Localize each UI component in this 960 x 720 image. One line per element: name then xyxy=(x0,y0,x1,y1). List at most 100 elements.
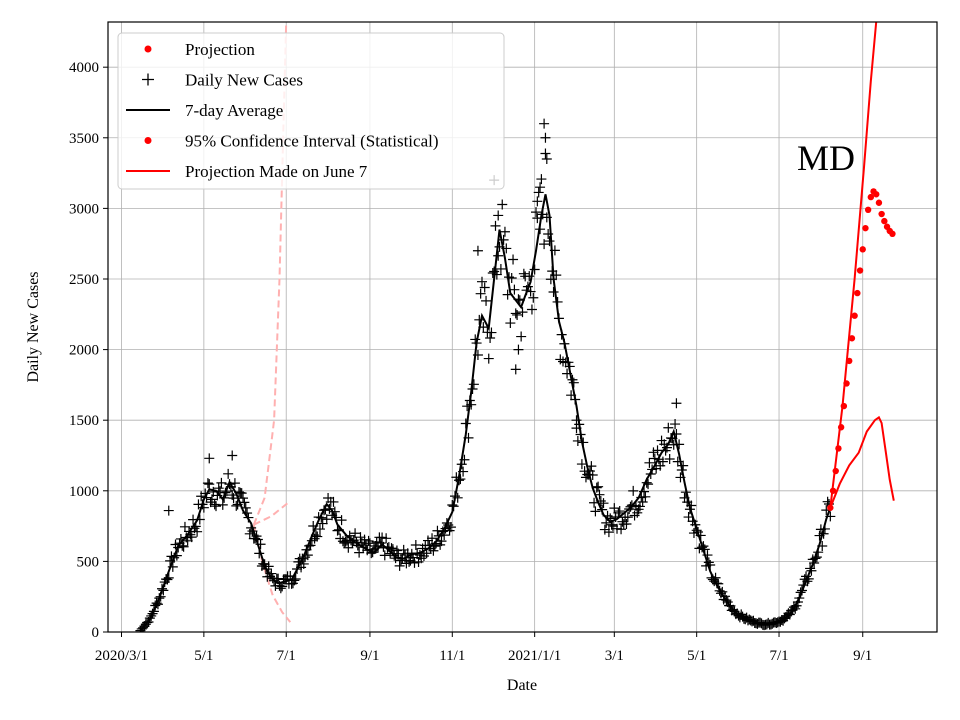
projection-point xyxy=(829,487,837,494)
daily-case-marker xyxy=(204,479,215,490)
daily-case-marker xyxy=(678,460,689,471)
daily-case-marker xyxy=(231,500,242,511)
daily-case-marker xyxy=(236,488,247,499)
daily-case-marker xyxy=(671,398,682,409)
daily-case-marker xyxy=(621,518,632,529)
projection-point xyxy=(846,357,853,365)
daily-case-marker xyxy=(370,540,381,551)
daily-case-marker xyxy=(533,187,544,198)
daily-case-marker xyxy=(593,481,604,492)
daily-case-marker xyxy=(228,493,239,504)
early-projection-dashed-curve xyxy=(253,501,290,526)
daily-case-marker xyxy=(387,544,398,555)
daily-case-marker xyxy=(354,547,365,558)
daily-case-marker xyxy=(526,304,537,315)
daily-case-marker xyxy=(622,512,633,523)
daily-case-marker xyxy=(312,531,323,542)
projection-point xyxy=(837,424,845,431)
daily-case-marker xyxy=(536,174,547,185)
projection-point xyxy=(889,230,896,238)
daily-case-marker xyxy=(486,327,497,338)
daily-case-marker xyxy=(555,354,566,365)
projection-point xyxy=(854,289,861,297)
daily-case-marker xyxy=(540,132,551,143)
daily-case-marker xyxy=(474,314,485,325)
daily-case-marker xyxy=(445,522,456,533)
projection-point xyxy=(832,467,839,475)
daily-case-marker xyxy=(394,560,405,571)
seven-day-average-line xyxy=(139,194,832,632)
daily-case-marker xyxy=(381,533,392,544)
daily-case-marker xyxy=(229,478,240,489)
daily-case-marker xyxy=(206,494,217,505)
legend-item: Daily New Cases xyxy=(142,71,303,90)
daily-case-marker xyxy=(518,268,529,279)
daily-case-marker xyxy=(432,525,443,536)
confidence-interval-line xyxy=(829,415,895,509)
daily-case-marker xyxy=(468,379,479,390)
y-tick-label: 0 xyxy=(92,625,100,641)
daily-case-marker xyxy=(211,501,222,512)
legend-label: Projection xyxy=(185,40,255,59)
daily-case-marker xyxy=(529,264,540,275)
daily-case-marker xyxy=(634,501,645,512)
daily-case-marker xyxy=(179,521,190,532)
daily-case-marker xyxy=(178,541,189,552)
x-tick-label: 7/1 xyxy=(277,648,296,664)
legend-label: Daily New Cases xyxy=(185,71,303,90)
daily-case-marker xyxy=(568,377,579,388)
daily-case-marker xyxy=(343,542,354,553)
daily-case-marker xyxy=(422,535,433,546)
daily-case-marker xyxy=(670,419,681,430)
x-tick-label: 9/1 xyxy=(853,648,872,664)
daily-case-marker xyxy=(363,535,374,546)
daily-case-marker xyxy=(528,292,539,303)
y-tick-label: 2000 xyxy=(69,343,99,359)
daily-case-marker xyxy=(497,199,508,210)
legend-box xyxy=(117,32,505,190)
legend-item: 95% Confidence Interval (Statistical) xyxy=(144,132,439,151)
y-tick-label: 1500 xyxy=(69,413,99,429)
daily-case-marker xyxy=(513,344,524,355)
daily-case-marker xyxy=(614,506,625,517)
projection-point xyxy=(835,445,842,452)
daily-case-marker xyxy=(510,364,521,375)
legend-label: Projection Made on June 7 xyxy=(185,162,368,181)
daily-case-marker xyxy=(371,536,382,547)
daily-case-marker xyxy=(664,454,675,465)
daily-case-marker xyxy=(539,118,550,129)
daily-case-marker xyxy=(336,515,347,526)
daily-case-marker xyxy=(628,485,639,496)
daily-case-marker xyxy=(350,528,361,539)
daily-case-marker xyxy=(202,478,213,489)
daily-case-marker xyxy=(609,503,620,514)
projection-point xyxy=(881,217,888,225)
projection-point xyxy=(878,210,885,218)
y-tick-label: 2500 xyxy=(69,272,99,288)
legend: Projection Daily New Cases 7-day Average 95… xyxy=(117,32,505,190)
daily-case-marker xyxy=(663,422,674,433)
projection-point xyxy=(856,267,864,274)
daily-case-marker xyxy=(576,459,587,470)
daily-case-marker xyxy=(472,245,483,256)
daily-case-marker xyxy=(364,538,375,549)
daily-case-marker xyxy=(517,307,528,318)
projection-point xyxy=(859,246,866,253)
daily-case-marker xyxy=(516,331,527,342)
daily-case-marker xyxy=(416,553,427,564)
daily-case-marker xyxy=(485,333,496,344)
y-tick-label: 1000 xyxy=(69,484,99,500)
daily-case-marker xyxy=(493,210,504,221)
x-tick-label: 3/1 xyxy=(605,648,624,664)
daily-case-marker xyxy=(328,496,339,507)
x-axis-label: Date xyxy=(507,677,537,694)
daily-case-marker xyxy=(377,532,388,543)
daily-case-marker xyxy=(548,286,559,297)
daily-case-marker xyxy=(535,182,546,193)
axis-ticks: 2020/3/1 5/1 7/1 9/1 11/1 2021/1/1 3/1 5/1 7/1 9/… xyxy=(69,60,872,664)
legend-dot-marker xyxy=(144,137,152,144)
daily-case-marker xyxy=(275,583,286,594)
legend-dot-marker xyxy=(144,45,152,53)
daily-case-marker xyxy=(493,250,504,261)
